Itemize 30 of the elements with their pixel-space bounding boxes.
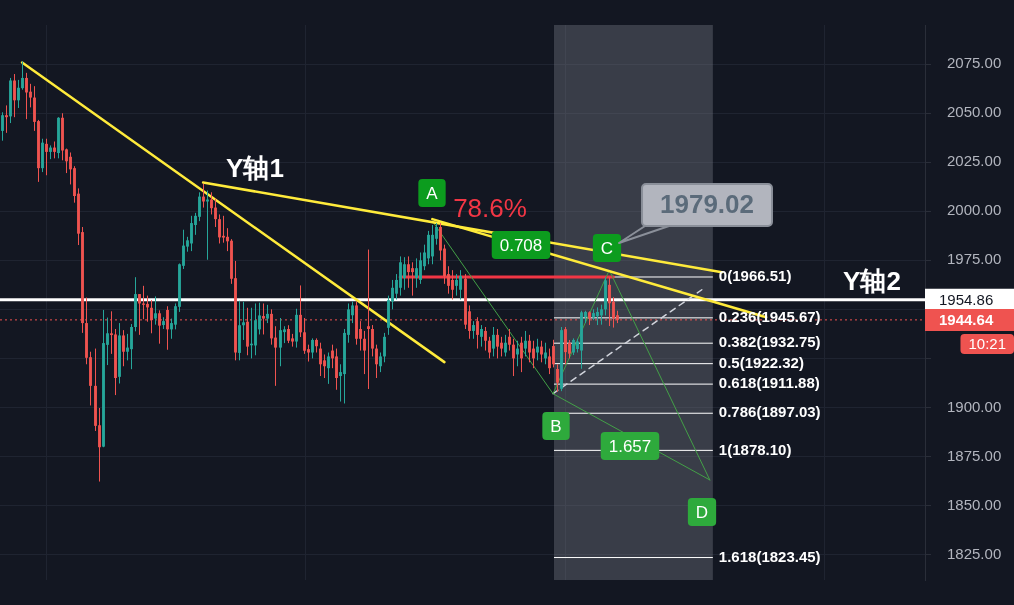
annotation: B [550, 416, 562, 436]
ref-line-label: 0.5(1922.32) [718, 353, 804, 371]
y-tick-label: 1825.00 [947, 544, 1002, 562]
annotation: 0.708 [499, 235, 543, 255]
annotation: A [426, 183, 439, 203]
annotation: 78.6% [453, 193, 527, 224]
y-tick-label: 2050.00 [947, 103, 1002, 121]
ref-line-label: 1(1878.10) [718, 440, 792, 458]
text: 10:21 [968, 335, 1007, 353]
y-tick-label: 1875.00 [947, 446, 1002, 464]
ref-line-label: 0.382(1932.75) [718, 333, 821, 351]
y-tick-label: 2000.00 [947, 201, 1002, 219]
y-tick-label: 1850.00 [947, 495, 1002, 513]
annotation: Y轴1 [226, 153, 284, 184]
y-tick-label: 1975.00 [947, 250, 1002, 268]
y-tick-label: 2025.00 [947, 152, 1002, 170]
ref-line-label: 0.618(1911.88) [718, 374, 820, 392]
ref-line-label: 0(1966.51) [718, 267, 792, 285]
annotation: C [600, 238, 614, 258]
ref-line-label: 1944.64 [939, 311, 994, 329]
ref-line-label: 1954.86 [939, 290, 994, 308]
y-tick-label: 2075.00 [947, 54, 1002, 72]
annotation: Y轴2 [843, 266, 901, 297]
annotation: 1979.02 [660, 189, 754, 220]
ref-line-label: 1.618(1823.45) [718, 547, 821, 565]
ref-line-label: 0.786(1897.03) [718, 403, 821, 421]
ref-line-label: 0.236(1945.67) [718, 308, 821, 325]
y-tick-label: 1900.00 [947, 397, 1002, 415]
annotation: D [695, 502, 709, 522]
annotation: 1.657 [608, 436, 652, 456]
